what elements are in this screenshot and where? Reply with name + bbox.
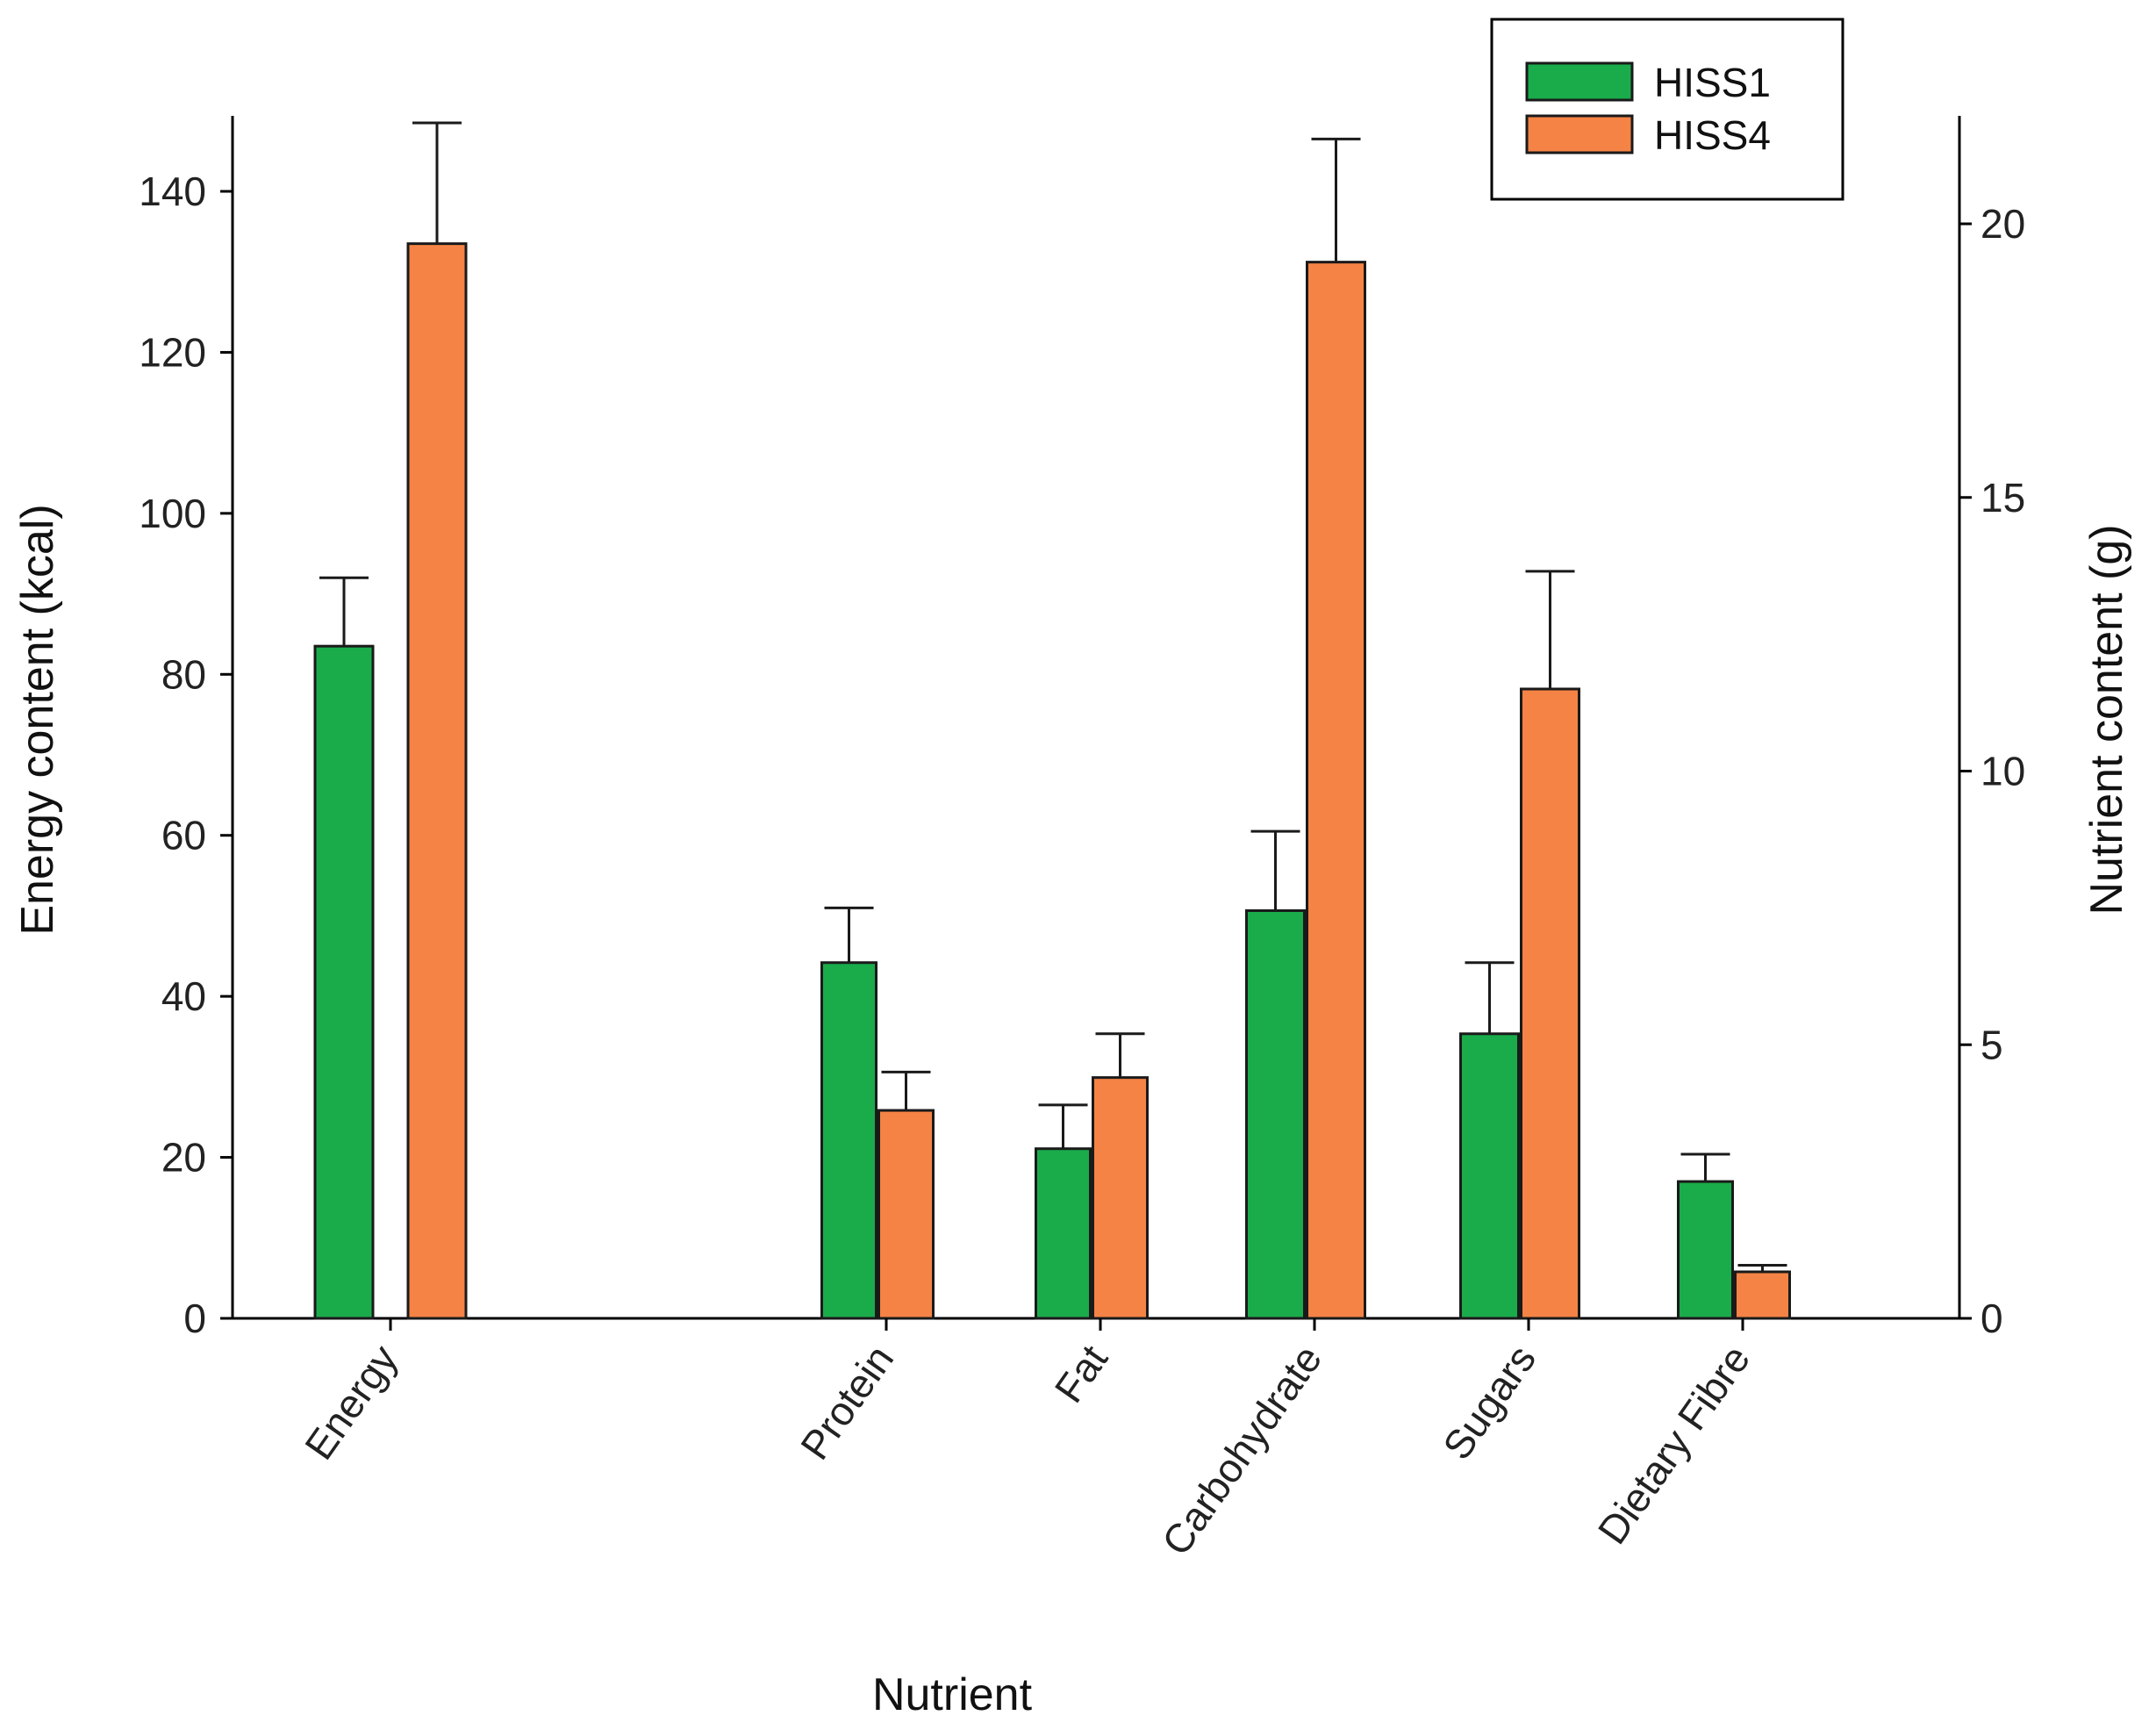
left-y-tick-label: 100 [139, 491, 206, 536]
category-label: Sugars [1434, 1337, 1544, 1468]
legend-label-hiss4: HISS4 [1654, 112, 1771, 158]
bar-hiss4-energy [406, 242, 468, 1320]
category-labels: Energy Protein Fat Carbohydrate Sugars Dietar… [296, 1318, 1758, 1563]
right-y-tick-label: 15 [1981, 475, 2025, 520]
bar-hiss4-protein [877, 1109, 935, 1320]
bar-hiss4-fat [1092, 1076, 1149, 1320]
right-y-tick-label: 10 [1981, 749, 2025, 794]
bar-hiss1-carbohydrate [1245, 908, 1306, 1320]
bar-hiss1-protein [820, 961, 877, 1320]
right-y-tick-label: 20 [1981, 201, 2025, 247]
left-y-tick-label: 20 [161, 1135, 206, 1181]
left-y-tick-label: 120 [139, 329, 206, 375]
right-y-tick-label: 0 [1981, 1296, 2003, 1341]
bar-hiss1-energy [313, 644, 375, 1320]
left-y-tick-label: 60 [161, 813, 206, 858]
left-y-tick-label: 40 [161, 973, 206, 1019]
bar-hiss4-dietary-fibre [1734, 1270, 1791, 1320]
left-y-tick-label: 0 [183, 1296, 206, 1341]
right-y-axis-title: Nutrient content (g) [2081, 524, 2132, 915]
left-y-tick-label: 140 [139, 169, 206, 214]
left-y-tick-label: 80 [161, 651, 206, 697]
x-axis-title: Nutrient [872, 1669, 1033, 1720]
legend-box [1490, 18, 1844, 201]
category-label: Dietary Fibre [1589, 1337, 1759, 1553]
legend-swatch-hiss1 [1525, 61, 1634, 102]
left-y-ticks: 0 20 40 60 80 100 120 140 [139, 169, 233, 1341]
category-label: Protein [791, 1337, 902, 1468]
bar-hiss4-carbohydrate [1306, 261, 1366, 1320]
right-y-tick-label: 5 [1981, 1022, 2003, 1067]
legend: HISS1 HISS4 [1490, 18, 1844, 201]
legend-swatch-hiss4 [1525, 114, 1634, 154]
category-label: Carbohydrate [1153, 1337, 1330, 1563]
bars [313, 121, 1791, 1320]
category-label: Fat [1045, 1337, 1116, 1411]
right-y-ticks: 0 5 10 15 20 [1959, 201, 2025, 1341]
bar-hiss1-dietary-fibre [1677, 1180, 1734, 1320]
legend-label-hiss1: HISS1 [1654, 60, 1771, 105]
bar-hiss1-sugars [1459, 1032, 1520, 1320]
category-label: Energy [296, 1337, 406, 1468]
left-y-axis-title: Energy content (kcal) [12, 504, 63, 935]
bar-hiss4-sugars [1520, 687, 1580, 1320]
bar-hiss1-fat [1035, 1147, 1092, 1320]
